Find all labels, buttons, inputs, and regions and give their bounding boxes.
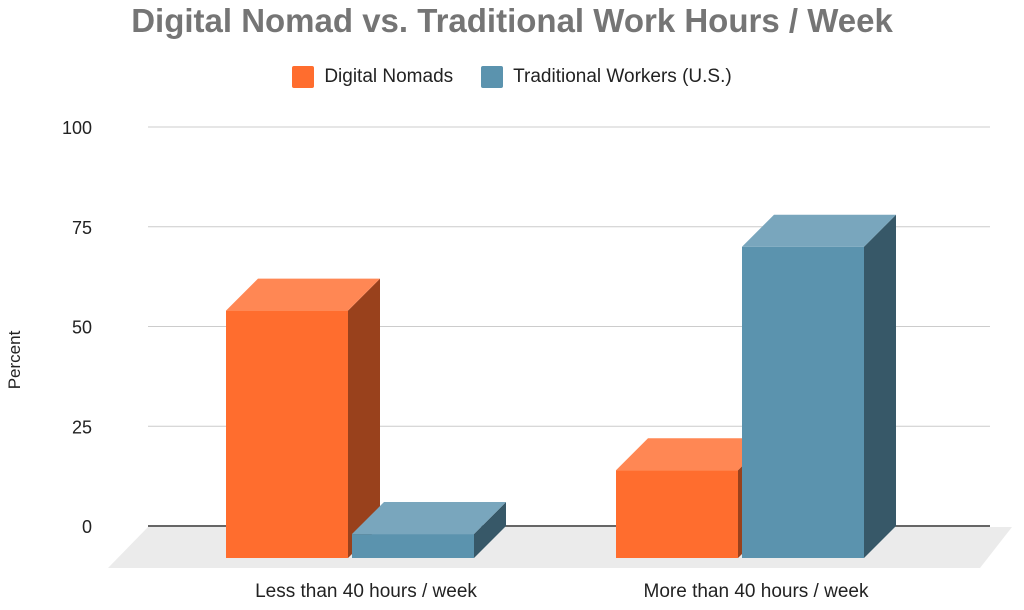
legend: Digital Nomads Traditional Workers (U.S.…	[0, 66, 1024, 88]
legend-item-traditional-workers: Traditional Workers (U.S.)	[481, 66, 732, 88]
bar-side	[348, 278, 380, 558]
y-tick-label: 50	[72, 318, 92, 338]
legend-label-digital-nomads: Digital Nomads	[324, 66, 454, 87]
y-tick-label: 25	[72, 417, 92, 437]
legend-swatch-traditional-workers	[481, 66, 504, 88]
x-tick-label: Less than 40 hours / week	[255, 581, 477, 602]
y-tick-label: 100	[62, 118, 92, 138]
bar-front	[616, 470, 738, 558]
bar	[742, 214, 896, 558]
bar-front	[742, 246, 864, 558]
bar	[226, 278, 380, 558]
y-tick-label: 75	[72, 218, 92, 238]
bar-side	[864, 214, 896, 558]
x-tick-label: More than 40 hours / week	[644, 581, 869, 602]
bar-top	[352, 502, 506, 535]
bar-top	[226, 278, 380, 311]
legend-item-digital-nomads: Digital Nomads	[292, 66, 453, 88]
legend-swatch-digital-nomads	[292, 66, 315, 88]
bar-top	[616, 438, 770, 471]
legend-label-traditional-workers: Traditional Workers (U.S.)	[513, 66, 732, 87]
bar-top	[742, 214, 896, 247]
bar	[352, 502, 506, 558]
bar-front	[352, 534, 474, 558]
y-tick-label: 0	[82, 517, 92, 537]
chart-title: Digital Nomad vs. Traditional Work Hours…	[131, 2, 893, 39]
bar-side	[474, 502, 506, 558]
bar-front	[226, 310, 348, 558]
